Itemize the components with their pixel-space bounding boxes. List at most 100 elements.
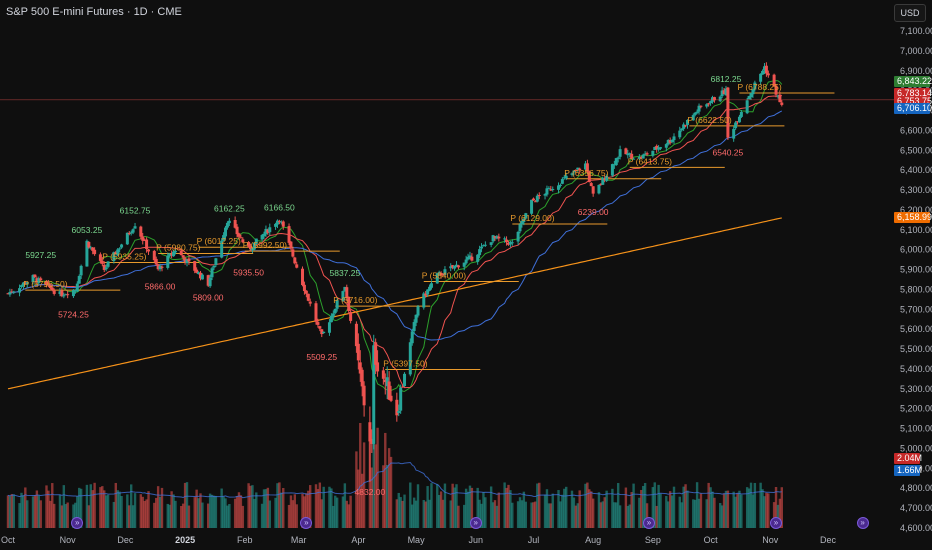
volume-bar bbox=[665, 496, 668, 528]
candle-body bbox=[293, 257, 297, 264]
volume-bar bbox=[561, 494, 564, 528]
moving-averages bbox=[7, 80, 783, 392]
volume-bar bbox=[47, 490, 50, 528]
volume-bar bbox=[543, 494, 547, 528]
volume-bar bbox=[52, 503, 56, 528]
volume-bar bbox=[360, 473, 364, 528]
candle-body bbox=[533, 201, 537, 203]
volume-bar bbox=[551, 493, 554, 528]
volume-bar bbox=[76, 496, 79, 528]
volume-bar bbox=[678, 496, 681, 528]
candle-body bbox=[19, 285, 23, 287]
pivot-label: P (5716.00) bbox=[333, 295, 377, 305]
candle-body bbox=[222, 235, 226, 241]
high-label: 6812.25 bbox=[711, 74, 742, 84]
candle-body bbox=[439, 272, 443, 276]
volume-bar bbox=[588, 489, 591, 528]
candle-body bbox=[599, 183, 603, 185]
price-badge: 6,753.75 bbox=[894, 95, 932, 107]
candle-body bbox=[483, 244, 487, 246]
volume-bar bbox=[692, 499, 695, 528]
candle-body bbox=[699, 105, 703, 107]
candle-body bbox=[239, 237, 243, 239]
volume-bar bbox=[291, 500, 295, 528]
volume-bar bbox=[611, 488, 614, 528]
volume-bar bbox=[638, 497, 641, 528]
candle-body bbox=[208, 277, 212, 287]
event-icon[interactable]: » bbox=[642, 517, 655, 529]
candle-body bbox=[77, 276, 81, 284]
event-icon[interactable]: » bbox=[300, 517, 313, 529]
volume-bar bbox=[104, 495, 108, 528]
candle-body bbox=[318, 326, 322, 329]
candle-body bbox=[435, 273, 439, 284]
high-label: 6166.50 bbox=[264, 203, 295, 213]
volume-badge: 2.04M bbox=[894, 453, 922, 464]
volume-bar bbox=[734, 496, 737, 528]
volume-bar bbox=[174, 500, 177, 528]
candle-body bbox=[206, 275, 210, 286]
candle-body bbox=[491, 235, 495, 242]
candle-body bbox=[678, 130, 682, 138]
candle-body bbox=[200, 274, 204, 280]
pivot-label: P (6788.25) bbox=[737, 82, 781, 92]
candle-body bbox=[520, 220, 524, 225]
candle-body bbox=[268, 227, 272, 233]
pivot-label: P (6129.00) bbox=[510, 213, 554, 223]
event-icon[interactable]: » bbox=[71, 517, 84, 529]
event-icon[interactable]: » bbox=[856, 517, 869, 529]
volume-bar bbox=[386, 464, 389, 528]
pivot-label: P (6012.25) bbox=[197, 236, 241, 246]
volume-bar bbox=[509, 490, 512, 528]
volume-bar bbox=[384, 432, 387, 528]
volume-bar bbox=[484, 497, 487, 528]
candle-body bbox=[516, 231, 520, 242]
volume-bar bbox=[719, 503, 722, 528]
candle-body bbox=[545, 188, 549, 195]
volume-bar bbox=[289, 495, 293, 528]
candle-body bbox=[481, 245, 485, 247]
moving-average-line bbox=[7, 94, 783, 389]
volume-bar bbox=[640, 489, 643, 528]
candle-body bbox=[641, 154, 645, 159]
volume-bar bbox=[208, 493, 212, 528]
candle-body bbox=[778, 94, 782, 103]
volume-bar bbox=[368, 438, 372, 528]
volume-bar bbox=[195, 489, 198, 528]
candle-body bbox=[697, 105, 701, 112]
volume-bar bbox=[26, 500, 29, 528]
y-tick-label: 5,900.00 bbox=[900, 265, 932, 275]
volume-bar bbox=[37, 495, 40, 528]
candle-body bbox=[345, 287, 349, 299]
volume-bar bbox=[470, 487, 474, 528]
low-label: 5509.25 bbox=[306, 352, 337, 362]
candle-body bbox=[751, 89, 755, 95]
candle-body bbox=[39, 278, 43, 281]
event-icon[interactable]: » bbox=[469, 517, 482, 529]
volume-bar bbox=[8, 496, 12, 528]
volume-bar bbox=[72, 504, 75, 528]
candle-body bbox=[549, 189, 553, 191]
volume-bar bbox=[478, 499, 481, 528]
volume-bar bbox=[295, 504, 298, 528]
event-icon[interactable]: » bbox=[770, 517, 783, 529]
candle-body bbox=[399, 387, 403, 411]
volume-bar bbox=[572, 497, 576, 528]
currency-button[interactable]: USD bbox=[894, 4, 926, 22]
volume-bar bbox=[507, 484, 510, 528]
volume-bar bbox=[133, 493, 137, 528]
candle-body bbox=[85, 240, 89, 267]
volume-bar bbox=[316, 489, 320, 528]
pivot-lines bbox=[25, 92, 835, 370]
y-tick-label: 5,200.00 bbox=[900, 404, 932, 414]
y-tick-label: 6,100.00 bbox=[900, 225, 932, 235]
candle-body bbox=[143, 240, 147, 242]
candle-body bbox=[133, 226, 137, 229]
candle-body bbox=[358, 362, 362, 374]
candle-body bbox=[89, 247, 93, 249]
volume-bar bbox=[693, 499, 697, 528]
volume-bar bbox=[403, 494, 406, 528]
candle-body bbox=[668, 140, 672, 143]
candle-body bbox=[645, 153, 649, 155]
